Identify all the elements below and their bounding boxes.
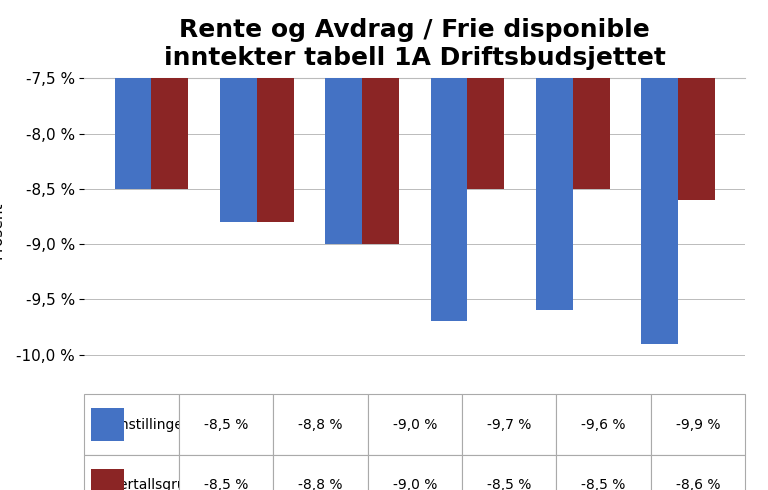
Y-axis label: Prosent: Prosent (0, 201, 5, 259)
Bar (468, 0, 505, 189)
Bar (362, 0, 399, 244)
Bar (573, 0, 610, 189)
Bar (114, 0, 151, 189)
Title: Rente og Avdrag / Frie disponible
inntekter tabell 1A Driftsbudsjettet: Rente og Avdrag / Frie disponible inntek… (164, 18, 666, 70)
Bar (220, 0, 257, 222)
Bar (325, 0, 362, 244)
Bar (431, 0, 468, 321)
Bar (678, 0, 715, 200)
Bar (151, 0, 188, 189)
Bar (536, 0, 573, 310)
Bar (641, 0, 678, 343)
Bar (257, 0, 293, 222)
